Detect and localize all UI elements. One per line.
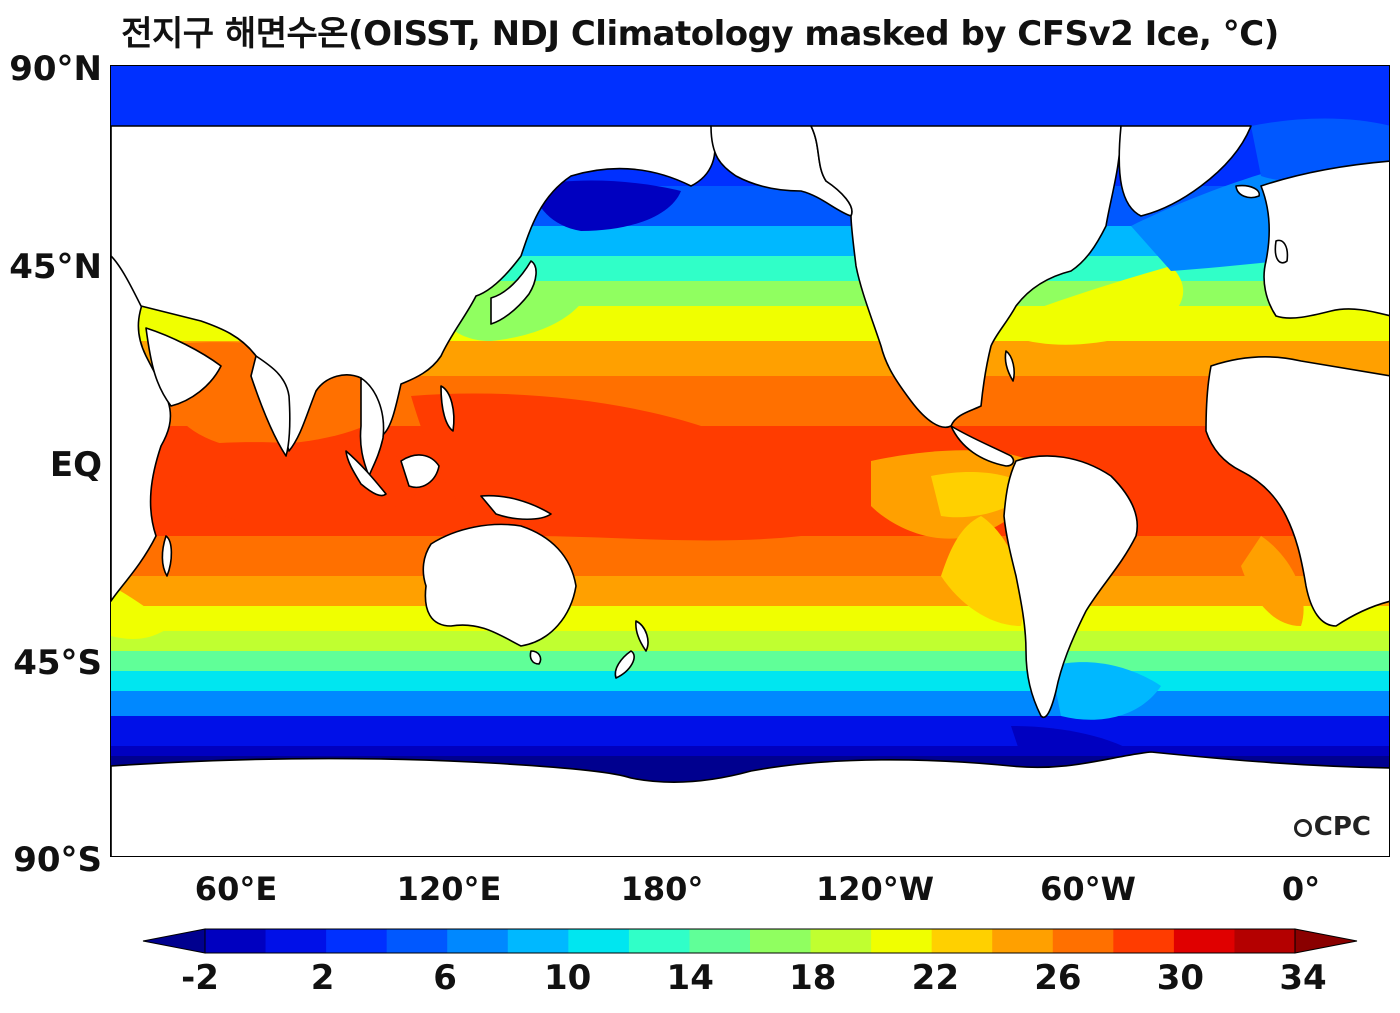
sst-agulhas xyxy=(111,586,171,639)
colorbar-segment xyxy=(265,929,327,953)
sst-kuroshio xyxy=(441,284,591,341)
sst-band-south-mild xyxy=(111,651,1389,671)
sst-band-tropic-s xyxy=(111,536,1389,576)
colorbar-segment xyxy=(205,929,267,953)
colorbar-segment xyxy=(931,929,993,953)
lat-label-45n: 45°N xyxy=(9,247,102,287)
land-uk xyxy=(1274,239,1289,264)
colorbar-tick-label: 6 xyxy=(433,958,457,998)
land-new-zealand-south xyxy=(614,650,635,679)
sst-map: CPC xyxy=(110,65,1390,857)
sst-falklands xyxy=(1051,662,1161,720)
land-south-america xyxy=(1003,455,1138,718)
lat-label-90s: 90°S xyxy=(13,840,102,880)
land-india xyxy=(250,355,291,457)
colorbar-outline xyxy=(204,928,1296,954)
sst-band-south-warm xyxy=(111,606,1389,631)
land-new-zealand-north xyxy=(635,620,649,652)
sst-band-southern-ocean xyxy=(111,716,1389,746)
land-north-america xyxy=(810,125,1122,428)
colorbar-segment xyxy=(447,929,509,953)
land-new-guinea xyxy=(480,494,552,521)
land-tasmania xyxy=(529,650,542,665)
land-antarctica xyxy=(111,751,1389,856)
lat-label-90n: 90°N xyxy=(9,49,102,89)
land-borneo xyxy=(400,454,440,488)
colorbar-segment xyxy=(1173,929,1235,953)
colorbar-extend-max xyxy=(1294,928,1358,954)
colorbar-tick-label: 22 xyxy=(911,958,959,998)
lon-label-180: 180° xyxy=(620,870,704,908)
sst-band-subtropic-s xyxy=(111,576,1389,606)
colorbar xyxy=(142,928,1358,954)
land-australia xyxy=(422,523,577,647)
colorbar-tick-label: 18 xyxy=(789,958,837,998)
lon-label-0: 0° xyxy=(1281,870,1321,908)
colorbar-tick-label: 14 xyxy=(666,958,714,998)
colorbar-tick-label: 30 xyxy=(1156,958,1205,998)
land-greenland xyxy=(1118,125,1252,217)
colorbar-tick-label: 10 xyxy=(543,958,592,998)
colorbar-segment xyxy=(871,929,933,953)
lon-label-120w: 120°W xyxy=(815,870,935,908)
land-iceland xyxy=(1235,184,1260,199)
land-central-america xyxy=(950,425,1015,467)
lon-label-60e: 60°E xyxy=(194,870,278,908)
land-africa-west xyxy=(1205,356,1389,627)
sst-okhotsk xyxy=(531,180,681,231)
colorbar-segment xyxy=(507,929,569,953)
sst-benguela xyxy=(1241,536,1304,626)
land-masses xyxy=(111,125,1389,856)
colorbar-segment xyxy=(992,929,1054,953)
map-title: 전지구 해면수온(OISST, NDJ Climatology masked b… xyxy=(121,14,1279,54)
lat-label-45s: 45°S xyxy=(13,643,102,683)
land-indochina xyxy=(359,377,385,477)
land-japan xyxy=(490,260,537,325)
land-sumatra xyxy=(345,450,387,497)
colorbar-extend-min xyxy=(142,928,206,954)
sst-band-south-cool xyxy=(111,671,1389,691)
colorbar-segment xyxy=(326,929,388,953)
colorbar-segment xyxy=(1113,929,1175,953)
sst-gulf-stream xyxy=(991,266,1184,345)
colorbar-tick-label: 2 xyxy=(310,958,335,998)
lat-label-eq: EQ xyxy=(49,445,102,485)
land-madagascar xyxy=(161,535,173,577)
land-florida xyxy=(1004,350,1015,382)
lon-label-60w: 60°W xyxy=(1040,870,1136,908)
sst-band-south-temperate xyxy=(111,631,1389,651)
colorbar-tick-label: -2 xyxy=(181,958,219,998)
colorbar-segment xyxy=(568,929,630,953)
colorbar-segment xyxy=(1052,929,1114,953)
lon-label-120e: 120°E xyxy=(396,870,502,908)
colorbar-tick-label: 34 xyxy=(1279,958,1327,998)
colorbar-tick-label: 26 xyxy=(1034,958,1082,998)
sst-field xyxy=(111,66,1389,856)
colorbar-segment xyxy=(689,929,751,953)
land-arabia xyxy=(145,327,222,407)
land-philippines xyxy=(440,385,455,432)
colorbar-segment xyxy=(810,929,872,953)
sst-drake-passage xyxy=(1011,726,1141,764)
sst-peru-upwelling xyxy=(941,516,1024,626)
colorbar-segment xyxy=(386,929,448,953)
land-europe xyxy=(1260,160,1389,319)
sst-map-canvas xyxy=(111,66,1389,856)
cpc-logo-text: CPC xyxy=(1313,812,1371,842)
sst-band-south-cold xyxy=(111,691,1389,716)
cpc-logo: CPC xyxy=(1293,812,1371,842)
colorbar-segment xyxy=(750,929,812,953)
colorbar-segment xyxy=(1234,929,1296,953)
colorbar-segment xyxy=(628,929,690,953)
